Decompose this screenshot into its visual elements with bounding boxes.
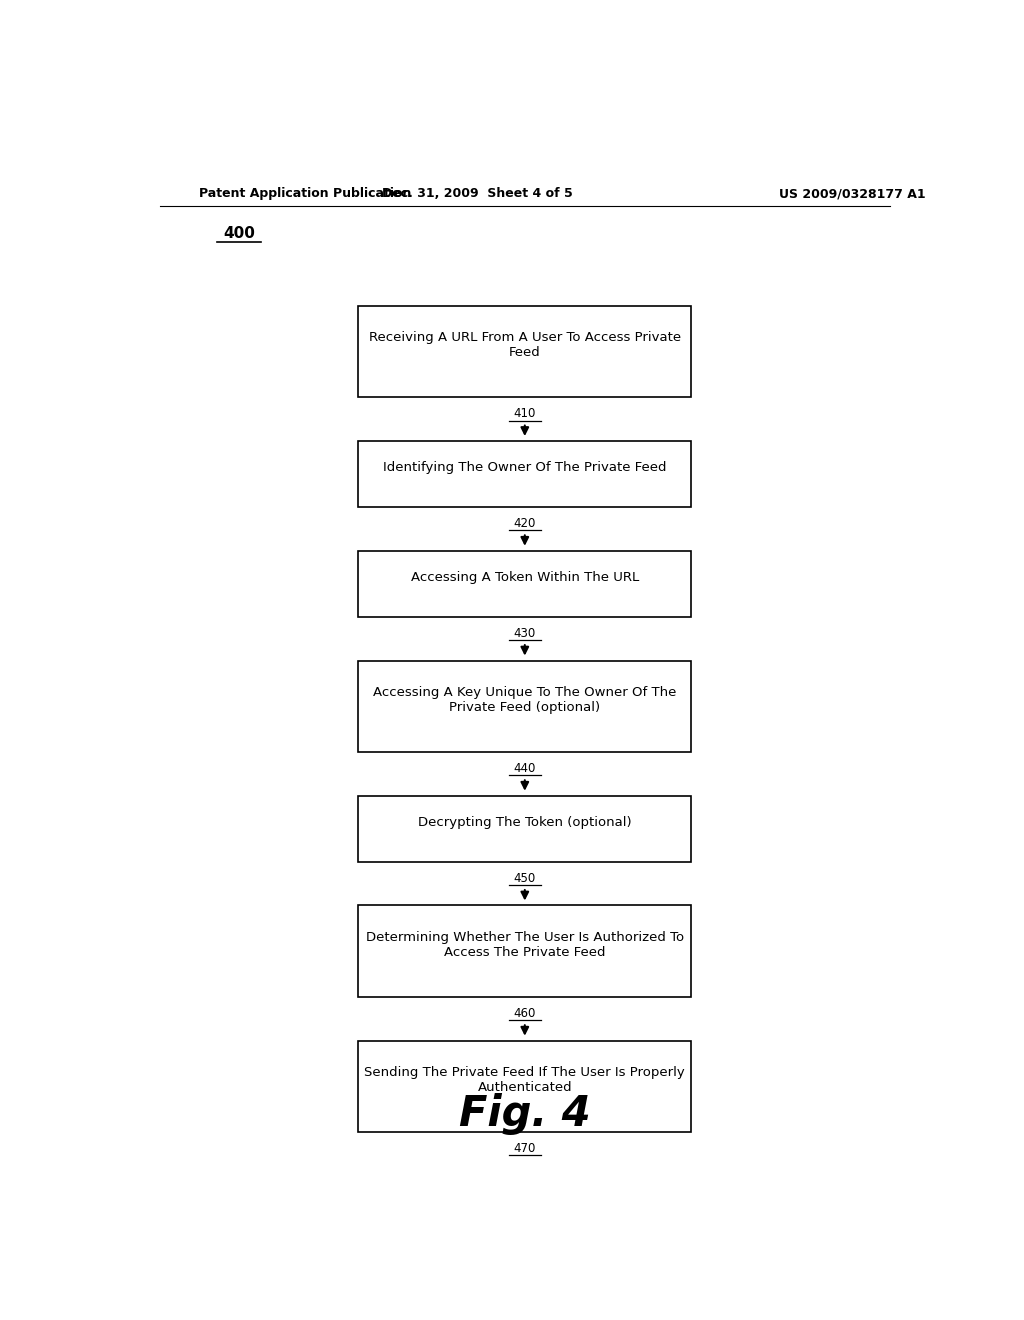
Text: 420: 420	[514, 517, 536, 531]
Text: US 2009/0328177 A1: US 2009/0328177 A1	[778, 187, 926, 201]
Text: 460: 460	[514, 1007, 536, 1020]
Text: Patent Application Publication: Patent Application Publication	[200, 187, 412, 201]
Text: Decrypting The Token (optional): Decrypting The Token (optional)	[418, 816, 632, 829]
Text: Receiving A URL From A User To Access Private
Feed: Receiving A URL From A User To Access Pr…	[369, 331, 681, 359]
Text: Fig. 4: Fig. 4	[459, 1093, 591, 1135]
Text: 410: 410	[514, 408, 536, 420]
Bar	[358, 660, 691, 752]
Bar	[358, 906, 691, 997]
Text: Sending The Private Feed If The User Is Properly
Authenticated: Sending The Private Feed If The User Is …	[365, 1067, 685, 1094]
Bar	[358, 441, 691, 507]
Text: 400: 400	[223, 226, 255, 242]
Text: 470: 470	[514, 1142, 536, 1155]
Text: 430: 430	[514, 627, 536, 640]
Bar	[358, 550, 691, 616]
Bar	[358, 306, 691, 397]
Text: 440: 440	[514, 762, 536, 775]
Text: Identifying The Owner Of The Private Feed: Identifying The Owner Of The Private Fee…	[383, 462, 667, 474]
Bar	[358, 796, 691, 862]
Bar	[358, 1040, 691, 1133]
Text: Accessing A Token Within The URL: Accessing A Token Within The URL	[411, 572, 639, 585]
Text: 450: 450	[514, 873, 536, 884]
Text: Determining Whether The User Is Authorized To
Access The Private Feed: Determining Whether The User Is Authoriz…	[366, 931, 684, 960]
Text: Dec. 31, 2009  Sheet 4 of 5: Dec. 31, 2009 Sheet 4 of 5	[382, 187, 572, 201]
Text: Accessing A Key Unique To The Owner Of The
Private Feed (optional): Accessing A Key Unique To The Owner Of T…	[373, 686, 677, 714]
